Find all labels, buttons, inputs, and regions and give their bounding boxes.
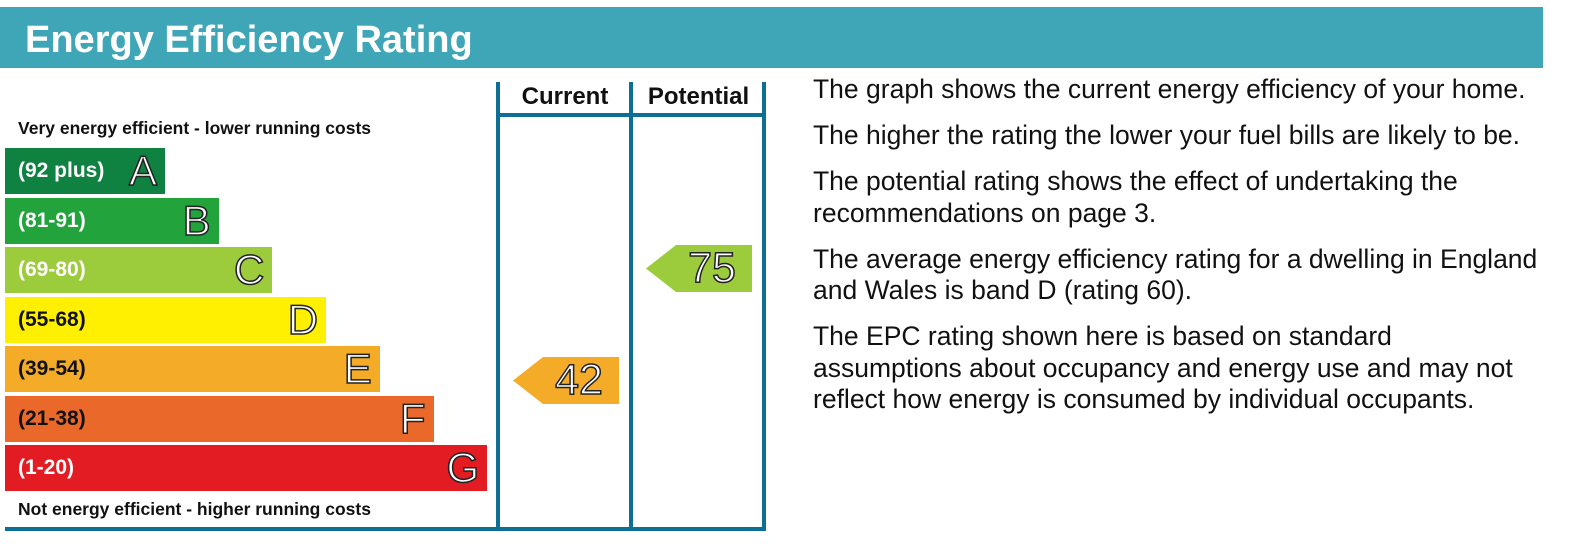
frame-bottom-line: [5, 527, 766, 531]
current-column-header: Current: [521, 83, 609, 110]
band-range-label: (1-20): [18, 456, 75, 479]
band-g: (1-20) G: [5, 444, 488, 492]
description-paragraph: The higher the rating the lower your fue…: [813, 120, 1521, 150]
description-paragraph: The potential rating shows the effect of…: [813, 166, 1458, 228]
band-d: (55-68) D: [5, 295, 327, 343]
description-paragraph: The EPC rating shown here is based on st…: [813, 321, 1513, 414]
potential-column-header: Potential: [647, 83, 750, 110]
band-range-label: (21-38): [18, 406, 86, 430]
band-e: (39-54) E: [5, 345, 380, 393]
band-range-label: (39-54): [18, 357, 86, 380]
band-letter-label: F: [399, 394, 426, 442]
current-rating-indicator-arrow: [513, 356, 619, 404]
description-paragraph: The average energy efficiency rating for…: [813, 243, 1538, 306]
band-c: (69-80) C: [5, 246, 273, 294]
band-range-label: (81-91): [18, 208, 86, 232]
frame-right-line: [762, 82, 766, 530]
band-letter-label: C: [233, 246, 265, 294]
top-caption: Very energy efficient - lower running co…: [18, 118, 372, 138]
band-letter-label: D: [287, 295, 319, 343]
header-bar: Energy Efficiency Rating: [0, 7, 1543, 68]
band-letter-label: E: [343, 345, 373, 393]
frame-left-line: [496, 82, 500, 530]
description-text: The graph shows the current energy effic…: [813, 74, 1543, 430]
band-range-label: (55-68): [18, 307, 86, 331]
bottom-caption: Not energy efficient - higher running co…: [18, 499, 371, 519]
potential-rating-indicator: 75: [646, 243, 752, 293]
band-letter-label: G: [446, 444, 480, 492]
frame-middle-line: [629, 82, 633, 530]
page-title: Energy Efficiency Rating: [25, 19, 473, 61]
band-b: (81-91) B: [5, 196, 219, 244]
current-rating-indicator: 42: [513, 355, 619, 405]
potential-rating-indicator-value: 75: [687, 243, 736, 293]
potential-rating-indicator-arrow: [646, 244, 752, 292]
band-letter-label: B: [182, 196, 212, 244]
band-range-label: (69-80): [18, 258, 86, 281]
band-a: (92 plus) A: [5, 147, 165, 195]
description-paragraph: The graph shows the current energy effic…: [813, 74, 1526, 104]
current-rating-indicator-arrow-shape: [513, 356, 619, 404]
band-f: (21-38) F: [5, 394, 434, 442]
current-rating-indicator-value: 42: [554, 355, 603, 405]
potential-rating-indicator-arrow-shape: [646, 244, 752, 292]
frame-header-divider: [496, 113, 766, 117]
band-letter-label: A: [128, 147, 158, 195]
band-range-label: (92 plus): [18, 159, 105, 182]
